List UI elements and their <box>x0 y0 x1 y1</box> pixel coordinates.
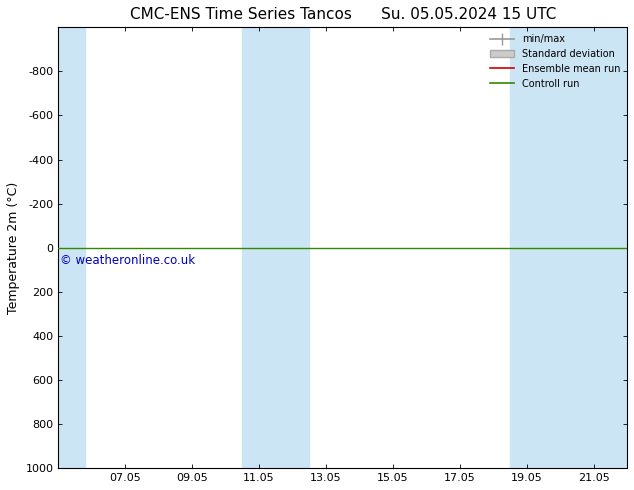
Bar <box>242 27 309 468</box>
Bar <box>58 27 85 468</box>
Legend: min/max, Standard deviation, Ensemble mean run, Controll run: min/max, Standard deviation, Ensemble me… <box>486 30 624 93</box>
Title: CMC-ENS Time Series Tancos      Su. 05.05.2024 15 UTC: CMC-ENS Time Series Tancos Su. 05.05.202… <box>129 7 556 22</box>
Text: © weatheronline.co.uk: © weatheronline.co.uk <box>60 254 195 268</box>
Y-axis label: Temperature 2m (°C): Temperature 2m (°C) <box>7 182 20 314</box>
Bar <box>510 27 627 468</box>
